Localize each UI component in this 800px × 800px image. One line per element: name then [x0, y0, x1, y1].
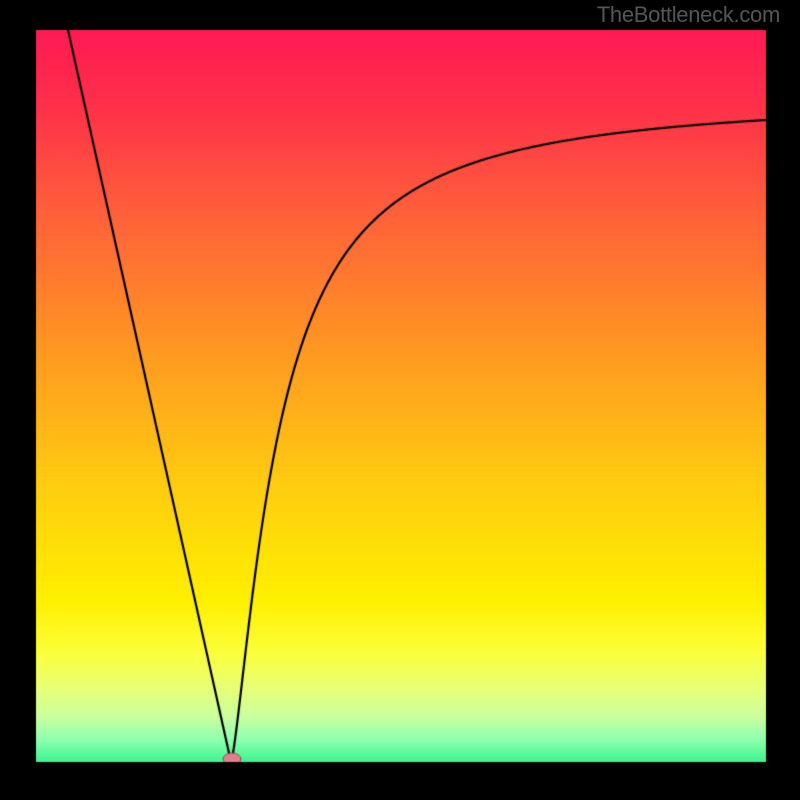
chart-stage: TheBottleneck.com — [0, 0, 800, 800]
bottleneck-chart-canvas — [0, 0, 800, 800]
watermark-text: TheBottleneck.com — [597, 2, 780, 28]
